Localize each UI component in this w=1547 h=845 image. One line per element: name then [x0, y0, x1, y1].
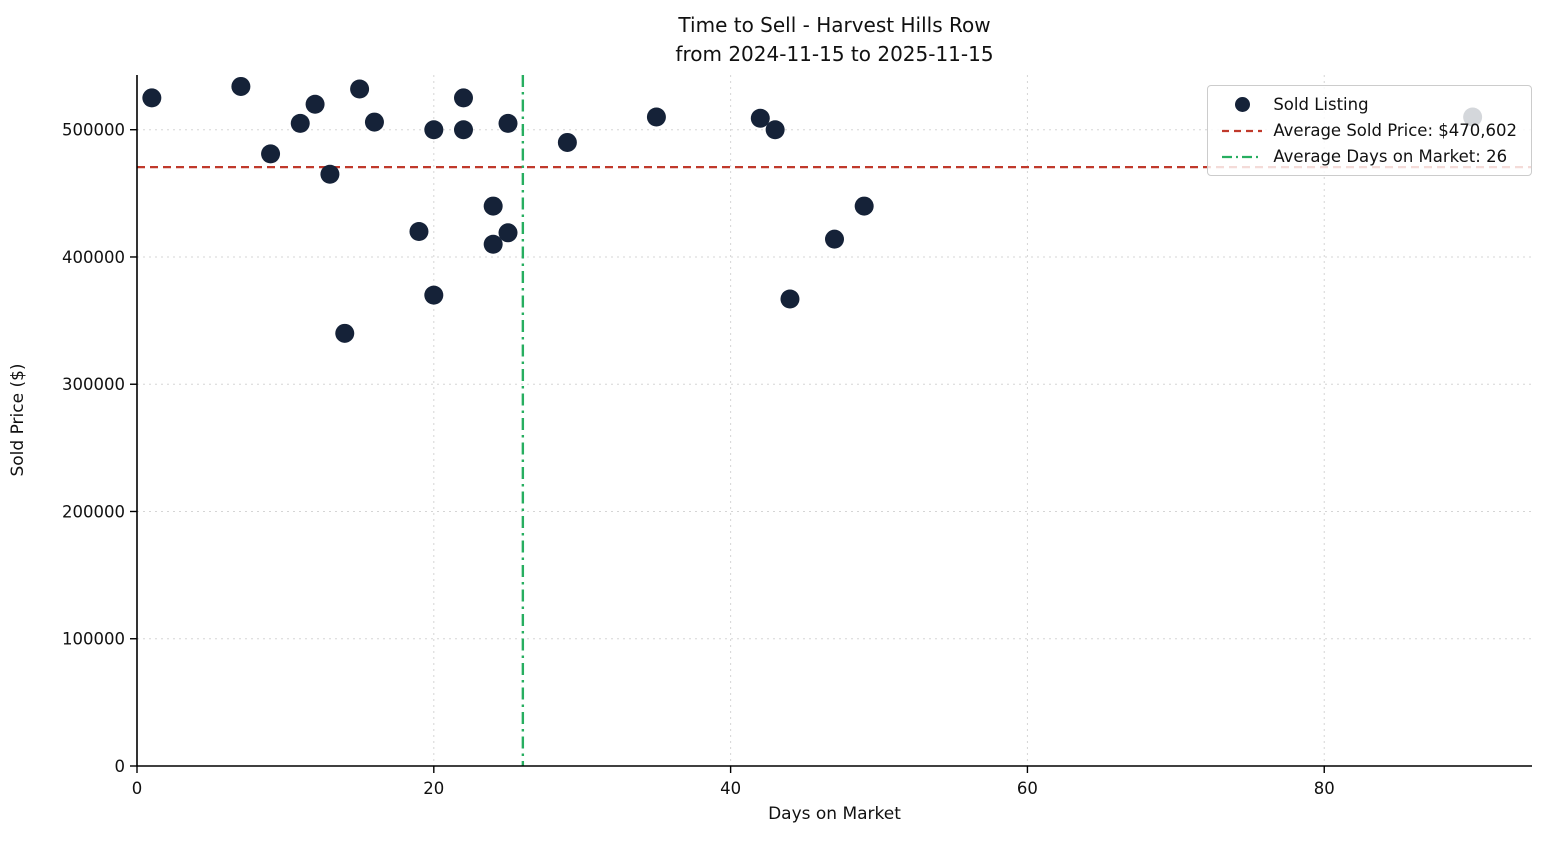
x-tick-label: 0 — [132, 779, 143, 798]
chart-title: Time to Sell - Harvest Hills Row — [678, 13, 991, 37]
sold-listing-point — [498, 113, 518, 133]
sold-listing-point — [483, 196, 503, 216]
avg-days-swatch-svg — [1222, 155, 1263, 158]
sold-listing-point — [424, 285, 444, 305]
sold-listing-point — [142, 88, 162, 108]
sold-listing-point — [290, 113, 310, 133]
avg-days-line-icon — [1222, 154, 1263, 160]
sold-listing-point — [498, 223, 518, 243]
sold-listing-point — [453, 88, 473, 108]
sold-listing-point — [231, 76, 251, 96]
sold-listing-point — [854, 196, 874, 216]
x-tick-label: 60 — [1017, 779, 1038, 798]
legend: Sold Listing Average Sold Price: $470,60… — [1207, 85, 1532, 176]
legend-label-avg-price: Average Sold Price: $470,602 — [1273, 121, 1517, 140]
avg-price-line-icon — [1222, 128, 1263, 134]
sold-listing-point — [750, 108, 770, 128]
sold-listing-point — [424, 120, 444, 140]
chart-subtitle: from 2024-11-15 to 2025-11-15 — [675, 42, 994, 66]
sold-listing-dot-swatch — [1234, 97, 1250, 112]
sold-listing-point — [453, 120, 473, 140]
sold-listing-point — [305, 94, 325, 114]
sold-listing-point — [765, 120, 785, 140]
sold-listing-point — [409, 222, 429, 242]
x-tick-label: 40 — [720, 779, 741, 798]
legend-item-avg-days: Average Days on Market: 26 — [1222, 147, 1517, 166]
y-tick-label: 400000 — [62, 248, 125, 267]
y-tick-label: 200000 — [62, 502, 125, 521]
chart-title-block: Time to Sell - Harvest Hills Row from 20… — [137, 11, 1532, 69]
sold-listing-point — [350, 79, 370, 99]
sold-listing-point — [335, 323, 355, 343]
y-tick-label: 500000 — [62, 121, 125, 140]
sold-listing-point — [557, 132, 577, 152]
y-tick-label: 0 — [115, 757, 126, 776]
legend-item-sold-listing: Sold Listing — [1222, 95, 1517, 114]
sold-listing-point — [483, 234, 503, 254]
sold-listing-point — [780, 289, 800, 309]
y-tick-label: 300000 — [62, 375, 125, 394]
sold-listing-point — [261, 144, 281, 164]
legend-label-avg-days: Average Days on Market: 26 — [1273, 147, 1508, 166]
sold-listing-point — [320, 164, 340, 184]
sold-listing-point — [364, 112, 384, 132]
sold-listing-point — [825, 229, 844, 249]
x-tick-label: 20 — [423, 779, 444, 798]
sold-listing-point — [646, 107, 666, 127]
x-tick-label: 80 — [1314, 779, 1335, 798]
y-axis-label: Sold Price ($) — [8, 363, 28, 477]
avg-price-swatch-svg — [1222, 129, 1263, 132]
y-tick-label: 100000 — [62, 630, 125, 649]
legend-item-avg-price: Average Sold Price: $470,602 — [1222, 121, 1517, 140]
x-axis-label: Days on Market — [768, 804, 901, 824]
sold-listing-marker-icon — [1222, 97, 1262, 112]
legend-label-sold-listing: Sold Listing — [1273, 95, 1369, 114]
